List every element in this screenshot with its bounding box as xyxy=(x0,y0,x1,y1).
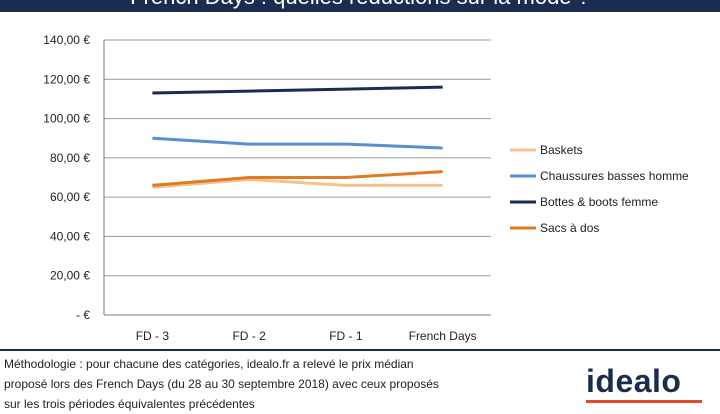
legend-label: Bottes & boots femme xyxy=(540,195,658,209)
y-tick-label: 20,00 € xyxy=(50,269,90,283)
legend-label: Sacs à dos xyxy=(540,221,599,235)
y-tick-label: - € xyxy=(76,308,90,322)
methodology-line-2: proposé lors des French Days (du 28 au 3… xyxy=(4,377,439,391)
legend-label: Baskets xyxy=(540,143,583,157)
x-tick-label: FD - 3 xyxy=(136,329,170,343)
y-tick-label: 80,00 € xyxy=(50,151,90,165)
divider xyxy=(0,349,720,351)
x-tick-label: French Days xyxy=(409,329,477,343)
y-tick-label: 40,00 € xyxy=(50,229,90,243)
title-banner: French Days : quelles réductions sur la … xyxy=(0,0,720,12)
series-line-sacs-dos xyxy=(152,170,443,187)
y-tick-label: 120,00 € xyxy=(43,72,90,86)
series-line-baskets xyxy=(152,178,443,189)
y-tick-label: 100,00 € xyxy=(43,112,90,126)
idealo-logo: idealo xyxy=(586,363,682,399)
methodology-line-1: Méthodologie : pour chacune des catégori… xyxy=(4,357,414,371)
series-line-bottes-boots-femme xyxy=(152,85,443,95)
y-tick-label: 60,00 € xyxy=(50,190,90,204)
chart-title: French Days : quelles réductions sur la … xyxy=(0,0,720,10)
idealo-logo-underline xyxy=(586,400,702,403)
series-line-chaussures-basses-homme xyxy=(152,136,443,150)
y-tick-label: 140,00 € xyxy=(43,33,90,47)
line-chart: 140,00 € 120,00 € 100,00 € 80,00 € 60,00 € 40… xyxy=(43,33,689,343)
x-tick-label: FD - 1 xyxy=(329,329,363,343)
legend-label: Chaussures basses homme xyxy=(540,169,689,183)
x-tick-label: FD - 2 xyxy=(232,329,266,343)
methodology-line-3: sur les trois périodes équivalentes préc… xyxy=(4,397,255,411)
methodology-note: Méthodologie : pour chacune des catégori… xyxy=(4,354,564,414)
